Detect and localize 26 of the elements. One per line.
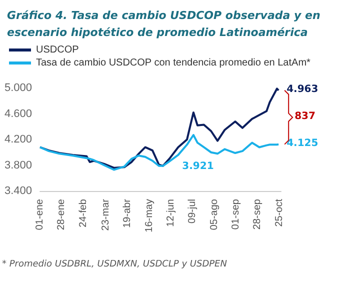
x-tick-label: 09-jul	[187, 199, 198, 224]
x-tick-label: 19-abr	[122, 198, 134, 228]
x-tick-label: 23-mar	[100, 198, 112, 231]
x-tick-label: 05-ago	[208, 198, 220, 230]
y-tick-label: 5.000	[4, 82, 32, 94]
x-tick-label: 12-jun	[165, 199, 176, 227]
chart-title: Gráfico 4. Tasa de cambio USDCOP observada y en escenario hipotético de promedio Latinoamérica	[7, 9, 324, 39]
annotation: 4.125	[286, 138, 318, 149]
y-tick-label: 3.400	[4, 185, 32, 197]
text: 837	[294, 110, 316, 122]
y-tick-label: 4.600	[4, 108, 32, 120]
annotation: 3.921	[182, 160, 214, 172]
annotation: 4.963	[286, 84, 318, 95]
x-tick-label: 01-ene	[34, 198, 46, 230]
x-tick-label: 24-feb	[78, 198, 89, 228]
text: * Promedio USDBRL, USDMXN, USDCLP y USDPEN	[2, 260, 228, 270]
legend-label: Tasa de cambio USDCOP con tendencia promedio en LatAm*	[36, 58, 311, 68]
x-tick-label: 16-may	[144, 199, 155, 232]
x-tick-label: 01-sep	[230, 198, 242, 230]
legend-label: USDCOP	[36, 44, 80, 56]
y-tick-label: 3.800	[4, 159, 32, 172]
x-tick-label: 25-oct	[274, 198, 285, 227]
y-tick-label: 4.200	[4, 134, 32, 146]
line-series	[39, 134, 280, 171]
x-tick-label: 28-ene	[56, 198, 68, 230]
x-tick-label: 28-sep	[252, 198, 264, 230]
